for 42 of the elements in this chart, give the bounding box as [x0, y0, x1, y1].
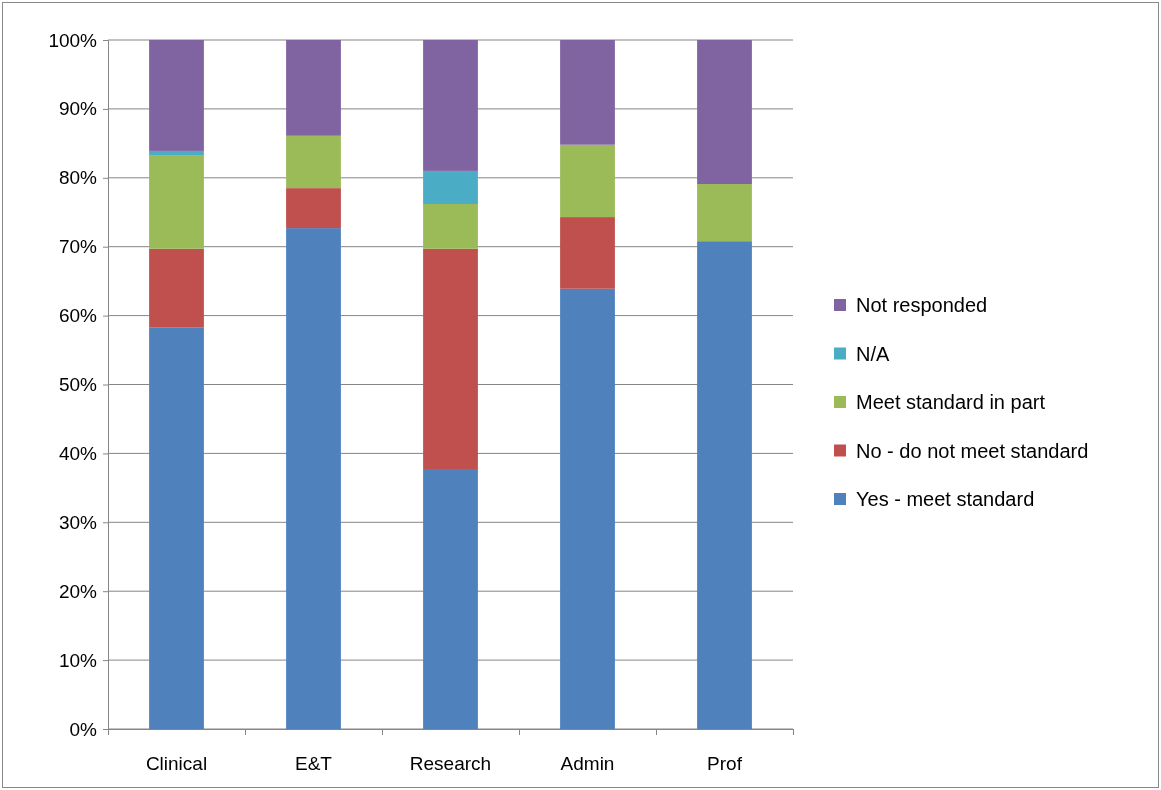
y-tick-label: 100%	[48, 29, 98, 51]
x-tick-label: Research	[409, 753, 492, 774]
bar	[423, 469, 478, 729]
bar	[149, 327, 204, 729]
bar	[286, 40, 341, 136]
legend-label: Not responded	[856, 294, 988, 316]
bar	[697, 241, 752, 729]
bar	[560, 288, 615, 729]
bar	[286, 188, 341, 229]
y-tick-label: 30%	[58, 511, 98, 533]
bar	[697, 40, 752, 184]
bar	[423, 248, 478, 470]
bar	[149, 40, 204, 151]
y-tick-label: 10%	[58, 649, 98, 671]
bar	[423, 203, 478, 249]
legend-label: Yes - meet standard	[856, 488, 1035, 510]
x-tick-label: E&T	[295, 753, 333, 774]
x-tick-label: Prof	[707, 753, 743, 774]
bar	[286, 135, 341, 189]
bar	[560, 40, 615, 145]
y-tick-label: 90%	[58, 98, 98, 120]
y-tick-label: 20%	[58, 580, 98, 602]
bar	[423, 170, 478, 204]
legend-label: Meet standard in part	[856, 391, 1046, 413]
bar	[149, 150, 204, 156]
x-tick-label: Admin	[560, 753, 615, 774]
x-tick-label: Clinical	[145, 753, 208, 774]
y-tick-label: 60%	[58, 305, 98, 327]
y-tick-label: 80%	[58, 167, 98, 189]
legend-label: N/A	[856, 342, 890, 365]
y-tick-label: 40%	[58, 442, 98, 464]
y-tick-label: 70%	[58, 236, 98, 258]
bar	[423, 40, 478, 171]
bar	[149, 248, 204, 328]
y-tick-label: 0%	[69, 718, 98, 740]
bar	[697, 184, 752, 242]
bar	[286, 228, 341, 729]
bar	[149, 155, 204, 249]
bar	[560, 144, 615, 218]
y-tick-label: 50%	[58, 374, 98, 396]
legend-label: No - do not meet standard	[856, 439, 1089, 462]
bar	[560, 217, 615, 289]
